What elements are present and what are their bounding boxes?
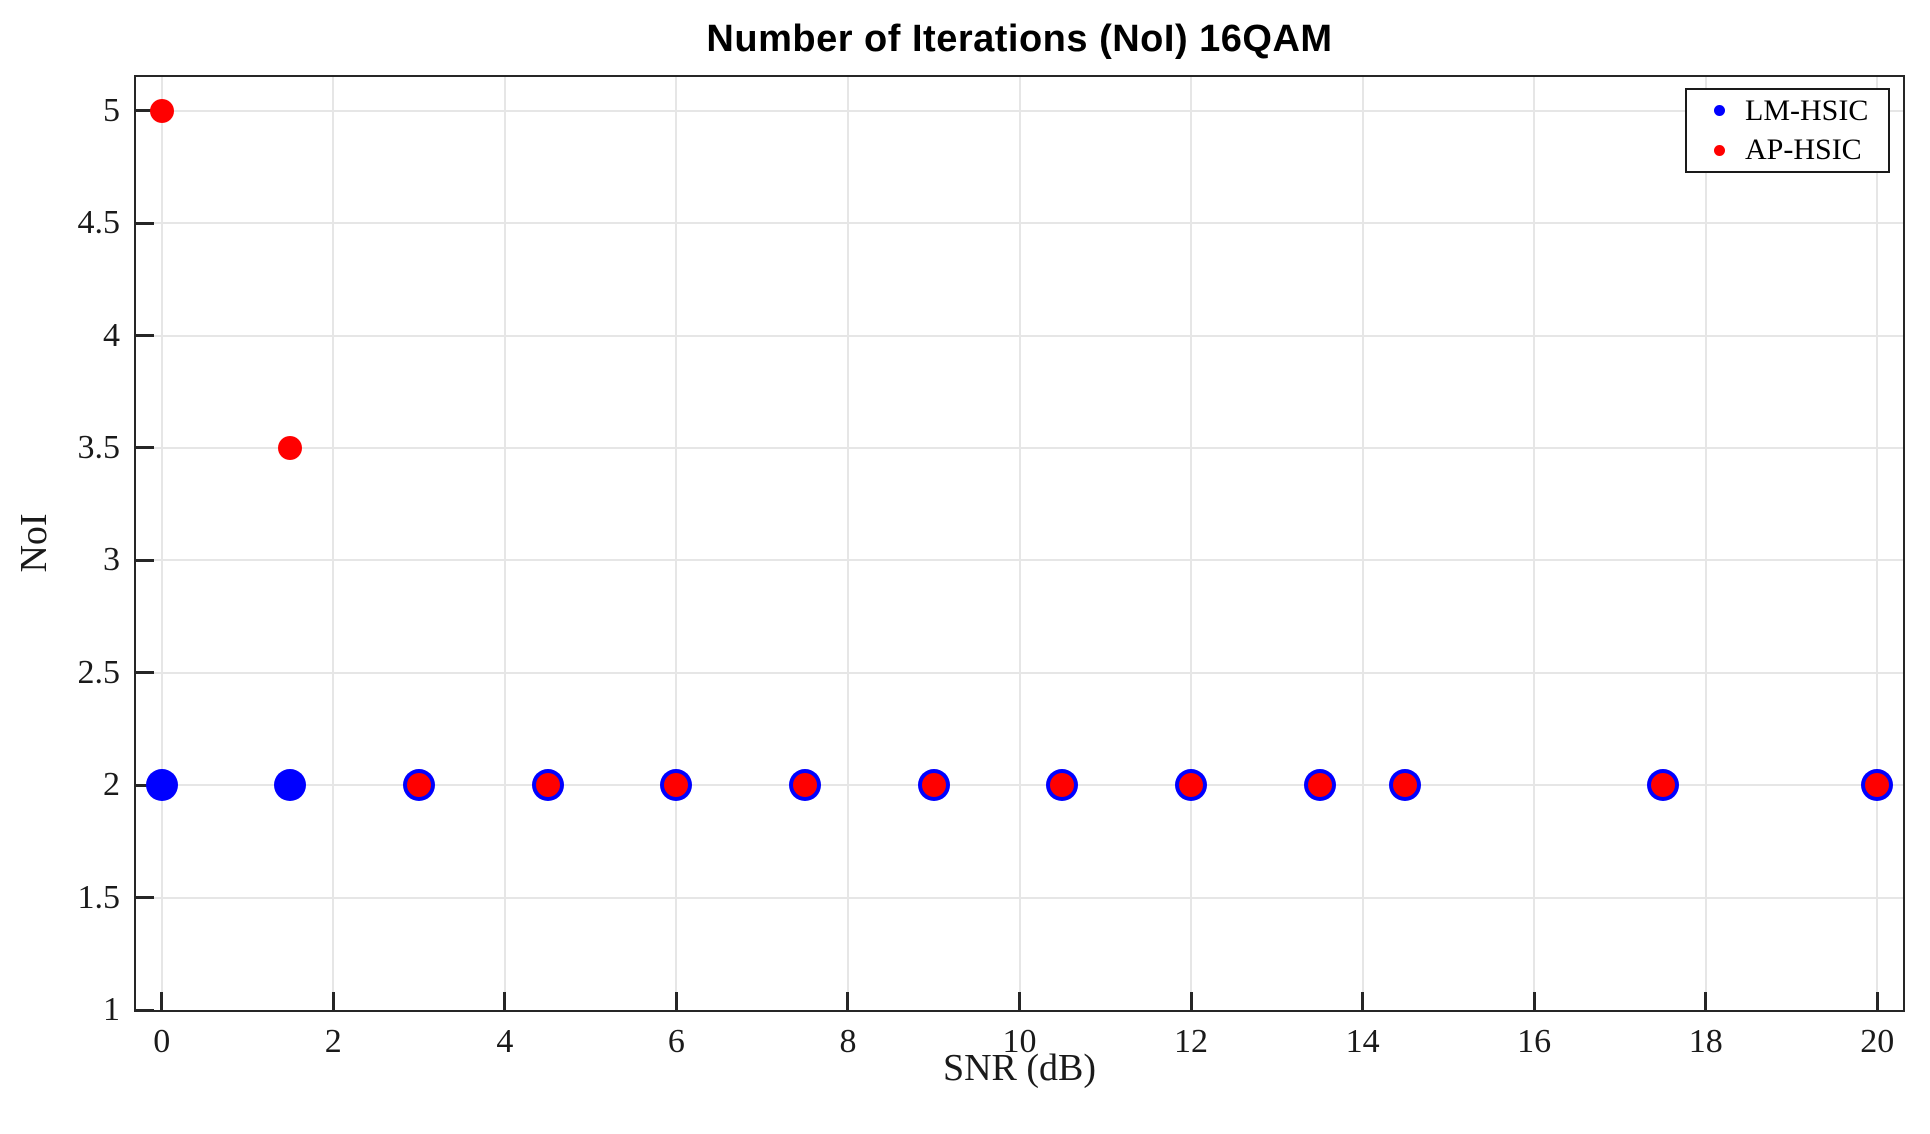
- x-tick-label: 14: [1345, 1023, 1380, 1060]
- lm-hsic-data-point: [145, 769, 178, 802]
- y-gridline: [136, 784, 1903, 787]
- y-tick-mark: [136, 558, 154, 562]
- y-gridline: [136, 222, 1903, 225]
- x-tick-mark: [1704, 992, 1708, 1010]
- x-tick-label: 20: [1860, 1023, 1895, 1060]
- ap-hsic-data-point: [407, 773, 432, 798]
- y-gridline: [136, 896, 1903, 899]
- x-tick-label: 16: [1517, 1023, 1552, 1060]
- x-tick-mark: [160, 992, 164, 1010]
- x-gridline: [503, 77, 506, 1010]
- x-tick-label: 2: [324, 1023, 342, 1060]
- x-tick-label: 18: [1688, 1023, 1723, 1060]
- y-tick-mark: [136, 446, 154, 450]
- x-tick-mark: [1361, 992, 1365, 1010]
- y-tick-label: 2: [103, 766, 120, 804]
- y-gridline: [136, 671, 1903, 674]
- ap-hsic-data-point: [149, 98, 174, 123]
- x-tick-mark: [846, 992, 850, 1010]
- y-gridline: [136, 109, 1903, 112]
- plot-area: LM-HSIC AP-HSIC 0 2 4 6 8 10 12 14 16 18 20 1 1.5 2 2.5…: [78, 77, 1903, 1060]
- ap-hsic-data-point: [1050, 773, 1075, 798]
- ap-hsic-data-point: [278, 435, 303, 460]
- x-gridline: [1704, 77, 1707, 1010]
- x-tick-mark: [1189, 992, 1193, 1010]
- ap-hsic-data-point: [1307, 773, 1332, 798]
- y-tick-label: 4: [103, 316, 120, 354]
- ap-hsic-data-point: [921, 773, 946, 798]
- y-gridline: [136, 334, 1903, 337]
- x-tick-mark: [674, 992, 678, 1010]
- y-tick-mark: [136, 896, 154, 900]
- legend-item: AP-HSIC: [1687, 131, 1888, 169]
- y-tick-mark: [136, 109, 154, 113]
- ap-hsic-legend-marker-icon: [1714, 144, 1725, 156]
- ap-hsic-data-point: [1393, 773, 1418, 798]
- lm-hsic-data-point: [274, 769, 307, 802]
- x-tick-mark: [503, 992, 507, 1010]
- x-tick-mark: [331, 992, 335, 1010]
- y-tick-mark: [136, 671, 154, 675]
- y-tick-label: 5: [103, 91, 120, 129]
- legend-item: LM-HSIC: [1687, 92, 1888, 130]
- x-tick-label: 8: [839, 1023, 857, 1060]
- y-axis-label: NoI: [13, 513, 55, 573]
- x-gridline: [1018, 77, 1021, 1010]
- x-gridline: [1190, 77, 1193, 1010]
- ap-hsic-data-point: [664, 773, 689, 798]
- ap-hsic-data-point: [1650, 773, 1675, 798]
- ap-hsic-data-point: [1179, 773, 1204, 798]
- legend-label: LM-HSIC: [1745, 93, 1869, 127]
- x-tick-label: 0: [153, 1023, 171, 1060]
- ap-hsic-data-point: [535, 773, 560, 798]
- ap-hsic-data-point: [1865, 773, 1890, 798]
- x-tick-label: 10: [1002, 1023, 1037, 1060]
- y-tick-mark: [136, 334, 154, 338]
- x-tick-mark: [1532, 992, 1536, 1010]
- legend: LM-HSIC AP-HSIC: [1685, 88, 1890, 173]
- y-tick-mark: [136, 1008, 154, 1012]
- y-tick-label: 1: [103, 991, 120, 1028]
- x-tick-label: 6: [667, 1023, 685, 1060]
- y-gridline: [136, 446, 1903, 449]
- lm-hsic-legend-marker-icon: [1714, 105, 1725, 117]
- y-tick-mark: [136, 783, 154, 787]
- x-tick-mark: [1018, 992, 1021, 1010]
- y-tick-label: 1.5: [77, 878, 121, 916]
- x-tick-label: 12: [1174, 1023, 1209, 1060]
- legend-label: AP-HSIC: [1745, 133, 1862, 167]
- x-gridline: [1361, 77, 1364, 1010]
- x-gridline: [160, 77, 163, 1010]
- y-tick-mark: [136, 221, 154, 225]
- x-gridline: [1876, 77, 1879, 1010]
- x-tick-label: 4: [496, 1023, 514, 1060]
- y-tick-label: 2.5: [77, 653, 121, 691]
- ap-hsic-data-point: [793, 773, 818, 798]
- x-axis-label: SNR (dB): [942, 1047, 1097, 1089]
- x-gridline: [332, 77, 335, 1010]
- x-tick-mark: [1875, 992, 1879, 1010]
- x-gridline: [1533, 77, 1536, 1010]
- x-gridline: [846, 77, 849, 1010]
- y-gridline: [136, 559, 1903, 562]
- chart-title: Number of Iterations (NoI) 16QAM: [706, 18, 1333, 60]
- y-tick-label: 3: [103, 541, 120, 579]
- y-tick-label: 4.5: [77, 204, 121, 242]
- y-tick-label: 3.5: [77, 428, 121, 466]
- x-gridline: [675, 77, 678, 1010]
